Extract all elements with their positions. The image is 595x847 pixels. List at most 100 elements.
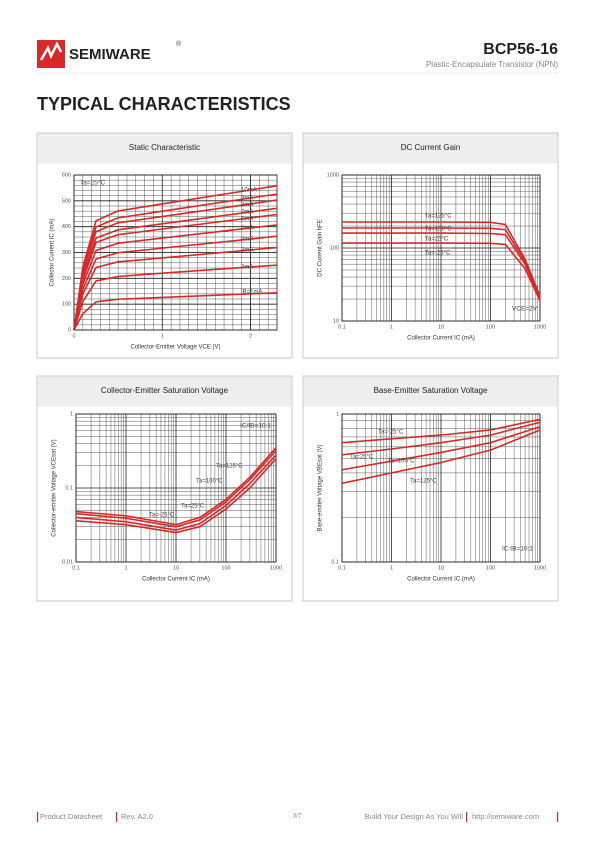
x-tick-label: 1 [390,565,393,571]
x-tick-label: 100 [486,565,495,571]
chart: Collector-Emitter Saturation Voltage 0.1 1… [36,375,293,602]
series-label: Ta=125°C [216,464,243,470]
series-line [341,421,541,456]
series-label: 2mA [241,265,253,271]
x-tick-label: 0.1 [338,324,346,330]
annotation: VCE=2V [512,306,538,313]
series-label: Ta=-25°C [149,513,175,519]
plot-frame [73,174,278,331]
annotation: IC/IB=10:1 [240,423,271,430]
series-line [73,292,278,331]
chart-title: Static Characteristic [129,143,200,152]
x-tick-label: 10 [173,565,179,571]
x-tick-label: 1 [124,565,127,571]
footer-slogan: Build Your Design As You Will [365,812,464,821]
chart: Static Characteristic 0 1 2 0 100 200 300 400 500… [36,132,293,359]
chart: Base-Emitter Saturation Voltage 0.1 1 10 100… [302,375,559,602]
y-tick-label: 0 [68,327,71,333]
series-label: Ta=-25°C [378,430,404,436]
y-axis-label: DC Current Gain hFE [318,219,324,276]
x-tick-label: 0 [72,333,75,339]
footer-url: http://semiware.com [472,812,539,821]
x-tick-label: 1000 [534,565,546,571]
series-line [73,264,278,331]
series-label: Ta=100°C [425,227,452,233]
registered: ® [176,40,182,48]
series-line [75,447,277,526]
series-label: Ta=-25°C [425,251,451,257]
heading: TYPICAL CHARACTERISTICS [37,94,291,114]
panel-header [37,133,292,164]
y-tick-label: 400 [62,224,71,230]
series-line [75,458,277,534]
x-tick-label: 0.1 [72,565,80,571]
y-axis-label: Collector Current IC (mA) [50,219,56,287]
series-line [73,235,278,331]
x-tick-label: 2 [249,333,252,339]
x-tick-label: 1000 [270,565,282,571]
footer-bar [116,812,118,822]
series-label: 7mA [241,210,253,216]
plot-frame [341,174,541,322]
x-axis-label: Collector Current IC (mA) [407,577,475,583]
series-line [342,221,541,297]
y-tick-label: 0.1 [331,559,339,565]
series-line [342,232,541,300]
series-label: 4mA [241,237,253,243]
logo: SEMIWARE ® [37,40,182,68]
x-axis-label: Collector-Emitter Voltage VCE (V) [130,345,220,351]
y-tick-label: 1 [70,411,73,417]
x-tick-label: 1 [390,324,393,330]
y-axis-label: Base-emitter Voltage VBEsat (V) [318,444,324,531]
series-label: Ta=25°C [425,237,449,243]
series-line [73,185,278,331]
y-tick-label: 100 [330,245,339,251]
series-label: Ta=100°C [388,459,415,465]
y-tick-label: 0.1 [65,485,73,491]
plot-frame [75,413,277,563]
brand: SEMIWARE [69,46,151,63]
annotation: IC:IB=10:1 [502,546,533,553]
series-line [75,450,277,528]
x-tick-label: 0.1 [338,565,346,571]
y-tick-label: 200 [62,276,71,282]
y-tick-label: 1000 [327,172,339,178]
part-number: BCP56-16 [483,41,558,58]
chart: DC Current Gain 0.1 1 10 100 1000 10 100 1000 Ta=… [302,132,559,359]
footer-bar [466,812,468,822]
chart-title: Base-Emitter Saturation Voltage [374,386,488,395]
chart-title: Collector-Emitter Saturation Voltage [101,386,229,395]
series-line [341,418,541,444]
y-tick-label: 1 [336,411,339,417]
series-label: Ta=25°C [350,455,374,461]
series-line [75,454,277,531]
x-tick-label: 1000 [534,324,546,330]
series-label: 8mA [241,203,253,209]
series-label: Ta=100°C [196,479,223,485]
series-line [73,246,278,331]
series-label: 9mA [241,196,253,202]
series-label: 6mA [241,217,253,223]
panel-header [303,376,558,407]
footer-page: 3/7 [292,813,301,820]
x-axis-label: Collector Current IC (mA) [407,336,475,342]
x-tick-label: 1 [161,333,164,339]
panel-header [303,133,558,164]
y-axis-label: Collector-emitter Voltage VCEsat (V) [52,439,58,536]
y-tick-label: 500 [62,198,71,204]
footer-doc: Product Datasheet [40,812,103,821]
series-label: 5mA [241,226,253,232]
series-label: Ta=125°C [410,479,437,485]
plot-frame [341,413,541,563]
footer: Product Datasheet Rev. A2.0 3/7 Build Yo… [37,812,559,822]
series-line [342,227,541,298]
series-label: Ta=25°C [181,504,205,510]
y-tick-label: 0.01 [62,559,73,565]
x-tick-label: 100 [221,565,230,571]
x-axis-label: Collector Current IC (mA) [142,577,210,583]
y-tick-label: 600 [62,172,71,178]
series-label: 3mA [241,248,253,254]
series-line [341,425,541,471]
x-tick-label: 10 [438,565,444,571]
